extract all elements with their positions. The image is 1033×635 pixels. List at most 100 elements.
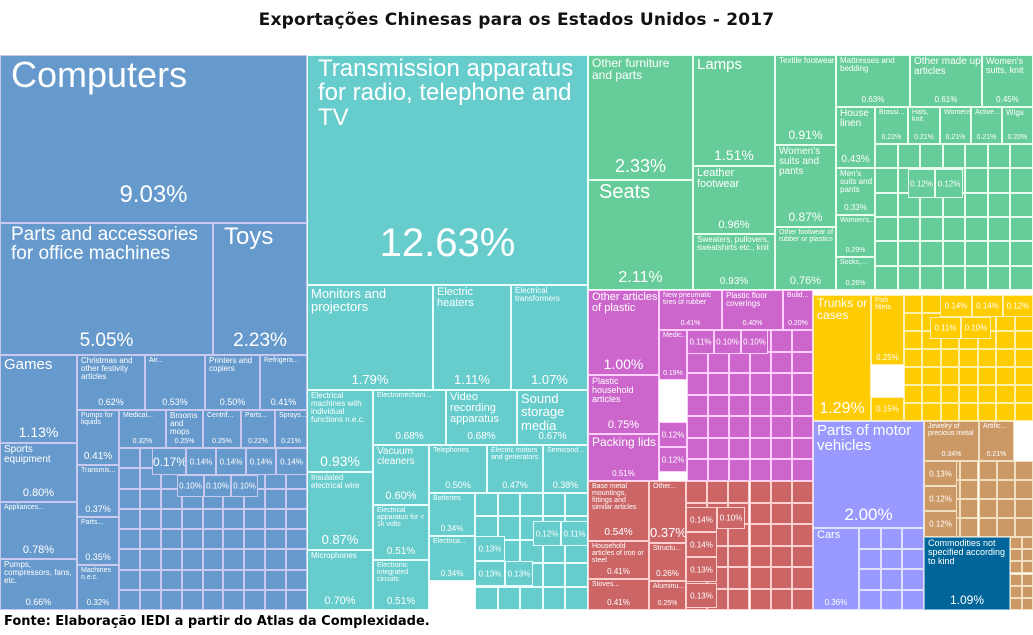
tile-value: 0.13% — [507, 569, 531, 578]
treemap-tile-small — [286, 508, 307, 529]
treemap-tile-small — [119, 549, 140, 570]
tile-value: 0.12% — [535, 529, 559, 538]
tile-label: Women's suits, knit — [986, 56, 1024, 76]
tile-value: 0.11% — [689, 337, 712, 347]
treemap-tile-small — [139, 569, 161, 590]
tile-label: Active... — [975, 109, 1000, 116]
treemap-tile-small — [181, 529, 203, 550]
treemap-tile-small — [728, 481, 750, 503]
treemap-tile-small — [978, 480, 997, 499]
treemap-tile-small — [687, 394, 708, 417]
tile-value: 1.11% — [454, 372, 490, 387]
treemap-tile-small — [859, 589, 881, 610]
treemap-tile-small — [708, 437, 729, 460]
treemap-tile: Medical... 0.32% — [119, 410, 166, 448]
treemap-tile: Monitors and projectors 1.79% — [307, 285, 433, 390]
treemap-tile-small — [792, 394, 813, 417]
treemap-tile-small — [728, 545, 750, 567]
tile-value: 0.12% — [929, 519, 952, 529]
treemap-tile: Electric heaters 1.11% — [433, 285, 511, 390]
tile-label: Sweaters, pullovers, sweatshirts etc., k… — [697, 235, 770, 253]
treemap-tile-small: 0.17% — [152, 448, 186, 475]
tile-value: 1.79% — [351, 372, 389, 387]
tile-value: 0.11% — [563, 529, 586, 538]
treemap-tile-small — [687, 373, 708, 395]
treemap-tile-small — [729, 437, 750, 460]
treemap-tile-small: 0.12% — [924, 486, 957, 511]
treemap-tile: Parts... 0.22% — [241, 410, 275, 448]
treemap-tile-small — [770, 567, 792, 589]
tile-value: 0.25% — [174, 438, 195, 445]
tile-label: Refrigera... — [264, 357, 299, 364]
treemap-tile-small — [181, 508, 203, 529]
treemap-tile-small — [160, 508, 182, 529]
tile-label: Plastic household articles — [592, 376, 634, 405]
tile-value: 0.32% — [132, 438, 153, 445]
treemap-tile: Sports equipment 0.80% — [0, 443, 77, 502]
tile-label: Jewelry of precious metal — [928, 423, 974, 438]
treemap-tile-small: 0.14% — [276, 448, 307, 475]
tile-label: Christmas and other festivity articles — [81, 356, 133, 382]
treemap-tile: Structu... 0.26% — [649, 543, 686, 581]
treemap-tile: Other articles of plastic 1.00% — [588, 290, 659, 375]
tile-value: 0.87% — [321, 532, 359, 547]
treemap-tile-small — [223, 549, 245, 570]
tile-label: House linen — [840, 108, 869, 130]
tile-value: 1.09% — [949, 593, 985, 607]
treemap-tile-small — [875, 217, 898, 242]
treemap-tile-small — [729, 373, 750, 395]
tile-value: 0.66% — [25, 597, 52, 607]
tile-label: Video recording apparatus — [450, 391, 499, 426]
treemap-tile-small — [139, 549, 161, 570]
tile-label: Socks,... — [840, 259, 867, 266]
treemap-tile-small — [160, 569, 182, 590]
treemap-tile-small — [996, 499, 1015, 518]
tile-label: Electric motors and generators — [491, 447, 539, 462]
treemap-tile: Christmas and other festivity articles 0.… — [77, 355, 145, 410]
treemap-tile: Parts of motor vehicles 2.00% — [813, 421, 924, 528]
treemap-tile: Other... 0.37% — [649, 481, 686, 543]
treemap-tile-small — [987, 192, 1011, 217]
tile-label: Sound storage media — [521, 391, 565, 433]
tile-label: Structu... — [653, 545, 682, 552]
treemap-tile-small — [897, 265, 921, 290]
tile-label: Electrical apparatus for < 1k volts — [377, 507, 425, 529]
treemap-tile: Womens... 0.21% — [940, 107, 971, 144]
treemap-tile-small — [687, 437, 708, 460]
tile-label: Textile footwear — [779, 56, 835, 65]
treemap-tile-small — [286, 549, 307, 570]
treemap-tile-small — [750, 394, 771, 417]
treemap-tile-small — [987, 265, 1011, 290]
treemap-tile-small — [1010, 192, 1033, 217]
treemap-tile-small — [902, 528, 924, 549]
tile-value: 0.50% — [445, 480, 471, 490]
tile-label: Centrif... — [207, 412, 234, 419]
treemap-tile-small — [202, 529, 224, 550]
tile-value: 2.00% — [844, 505, 893, 524]
tile-value: 0.41% — [680, 320, 701, 327]
tile-value: 0.14% — [189, 457, 213, 466]
tile-label: Other... — [653, 483, 676, 490]
treemap-tile-small — [749, 481, 771, 503]
treemap-tile-small — [1010, 573, 1022, 586]
treemap-tile-small — [859, 528, 881, 549]
tile-value: 0.21% — [945, 134, 966, 141]
treemap-tile-small — [497, 493, 521, 517]
treemap-tile-small — [223, 529, 245, 550]
treemap-tile-small — [880, 569, 903, 590]
treemap-tile-small — [687, 459, 708, 481]
tile-value: 0.35% — [85, 552, 111, 562]
treemap-tile: Toys 2.23% — [213, 223, 307, 355]
treemap-tile: Telephones 0.50% — [429, 445, 487, 493]
tile-label: Parts of motor vehicles — [817, 422, 912, 455]
tile-label: Parts and accessories for office machine… — [11, 224, 198, 265]
treemap-tile: Seats 2.11% — [588, 180, 693, 290]
tile-value: 0.34% — [941, 451, 962, 458]
treemap-tile-small — [996, 331, 1015, 349]
treemap-tile-small — [1010, 585, 1022, 598]
tile-label: Electrica... — [433, 538, 466, 545]
treemap-tile-small — [978, 461, 997, 480]
treemap-tile-small — [770, 524, 792, 546]
treemap-tile-small — [202, 569, 224, 590]
treemap-tile-small — [687, 351, 708, 374]
